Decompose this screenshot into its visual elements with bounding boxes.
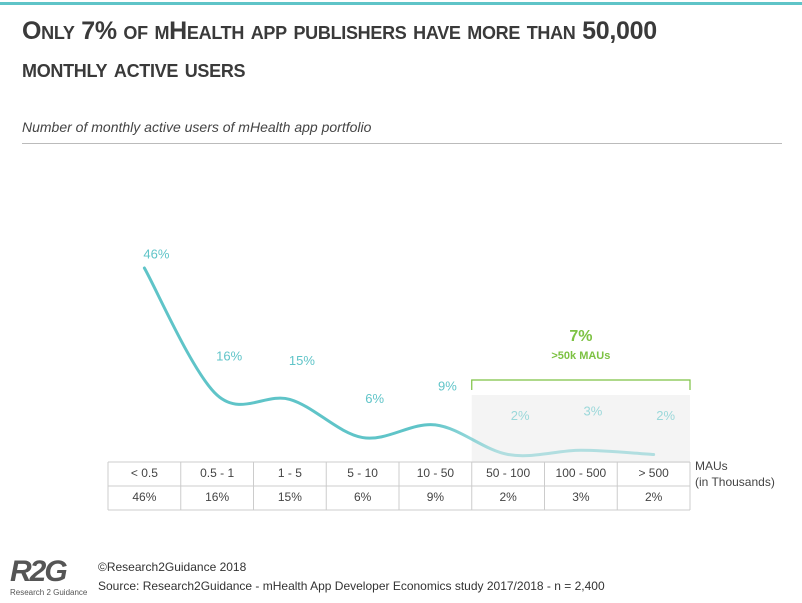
category-label: 10 - 50 xyxy=(417,466,455,480)
category-label: < 0.5 xyxy=(131,466,158,480)
category-label: > 500 xyxy=(638,466,669,480)
annotation-value: 7% xyxy=(569,328,592,345)
logo: R2G xyxy=(10,555,68,588)
table-value: 15% xyxy=(278,490,302,504)
x-axis-label: MAUs xyxy=(695,459,728,473)
data-label: 2% xyxy=(656,408,675,423)
bracket xyxy=(471,379,691,390)
data-label: 2% xyxy=(511,408,530,423)
annotation-text: >50k MAUs xyxy=(551,350,610,362)
data-label: 9% xyxy=(438,378,457,393)
data-label: 16% xyxy=(216,349,242,364)
table-value: 9% xyxy=(427,490,445,504)
data-label: 46% xyxy=(143,246,169,261)
category-label: 50 - 100 xyxy=(486,466,530,480)
chart-subtitle: Number of monthly active users of mHealt… xyxy=(22,119,782,144)
table-value: 3% xyxy=(572,490,590,504)
line xyxy=(142,266,656,458)
data-label: 15% xyxy=(289,353,315,368)
table-value: 2% xyxy=(499,490,517,504)
category-label: 100 - 500 xyxy=(556,466,607,480)
logo-caption: Research 2 Guidance xyxy=(10,588,88,597)
data-label: 3% xyxy=(583,404,602,419)
data-label: 6% xyxy=(365,391,384,406)
top-bar xyxy=(0,2,802,5)
source: Source: Research2Guidance - mHealth App … xyxy=(98,579,605,593)
table-value: 6% xyxy=(354,490,372,504)
chart-title: Only 7% of mHealth app publishers have m… xyxy=(22,17,657,83)
copyright: ©Research2Guidance 2018 xyxy=(98,560,247,574)
table-value: 46% xyxy=(132,490,156,504)
category-label: 1 - 5 xyxy=(278,466,302,480)
table-value: 2% xyxy=(645,490,663,504)
table-value: 16% xyxy=(205,490,229,504)
x-axis-unit: (in Thousands) xyxy=(695,475,775,489)
category-label: 0.5 - 1 xyxy=(200,466,234,480)
category-label: 5 - 10 xyxy=(347,466,378,480)
